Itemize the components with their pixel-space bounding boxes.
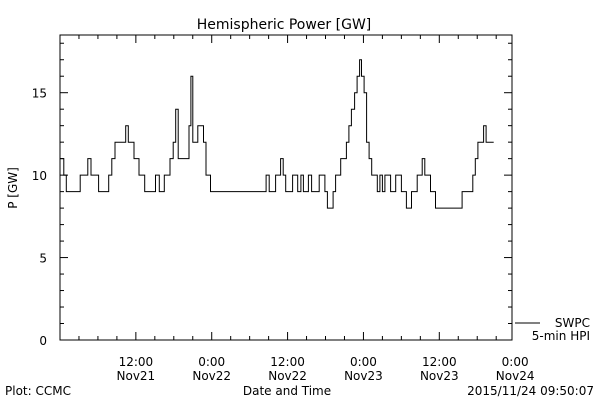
plot-credit: Plot: CCMC bbox=[5, 384, 71, 398]
y-axis-label: P [GW] bbox=[6, 167, 20, 209]
x-axis-ticks bbox=[59, 35, 497, 340]
x-tick-label-time: 12:00 bbox=[422, 355, 457, 369]
x-tick-label-time: 12:00 bbox=[119, 355, 154, 369]
x-tick-label-time: 12:00 bbox=[270, 355, 305, 369]
y-tick-label: 10 bbox=[32, 169, 47, 183]
series-layer bbox=[60, 59, 494, 209]
y-axis-tick-labels: 0 5 10 15 bbox=[32, 87, 47, 348]
plot-timestamp: 2015/11/24 09:50:07 bbox=[467, 384, 594, 398]
x-tick-label-date: Nov21 bbox=[117, 369, 156, 383]
x-tick-label-date: Nov22 bbox=[268, 369, 307, 383]
x-axis-tick-labels: 12:00Nov210:00Nov2212:00Nov220:00Nov2312… bbox=[117, 355, 535, 383]
series-line-swpc bbox=[60, 59, 494, 209]
x-axis-label: Date and Time bbox=[243, 384, 331, 398]
y-tick-label: 5 bbox=[39, 252, 47, 266]
plot-frame bbox=[59, 34, 513, 341]
chart-title: Hemispheric Power [GW] bbox=[197, 17, 372, 33]
y-tick-label: 0 bbox=[39, 334, 47, 348]
x-tick-label-date: Nov23 bbox=[344, 369, 383, 383]
legend-label-5min-hpi: 5-min HPI bbox=[532, 329, 590, 343]
y-tick-label: 15 bbox=[32, 87, 47, 101]
x-tick-label-date: Nov24 bbox=[496, 369, 535, 383]
x-tick-label-time: 0:00 bbox=[502, 355, 529, 369]
x-tick-label-time: 0:00 bbox=[350, 355, 377, 369]
legend-label-swpc: SWPC bbox=[555, 316, 590, 330]
x-tick-label-time: 0:00 bbox=[198, 355, 225, 369]
x-tick-label-date: Nov22 bbox=[192, 369, 231, 383]
x-tick-label-date: Nov23 bbox=[420, 369, 459, 383]
